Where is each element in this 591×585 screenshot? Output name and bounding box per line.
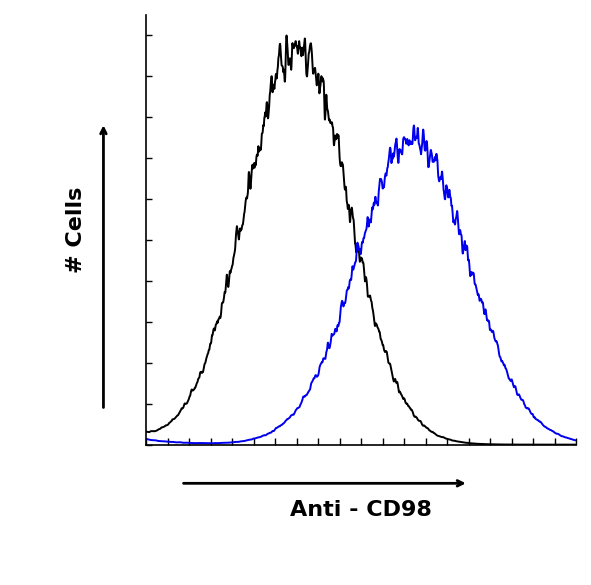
Text: Anti - CD98: Anti - CD98 [290,501,432,521]
Text: # Cells: # Cells [66,187,86,273]
